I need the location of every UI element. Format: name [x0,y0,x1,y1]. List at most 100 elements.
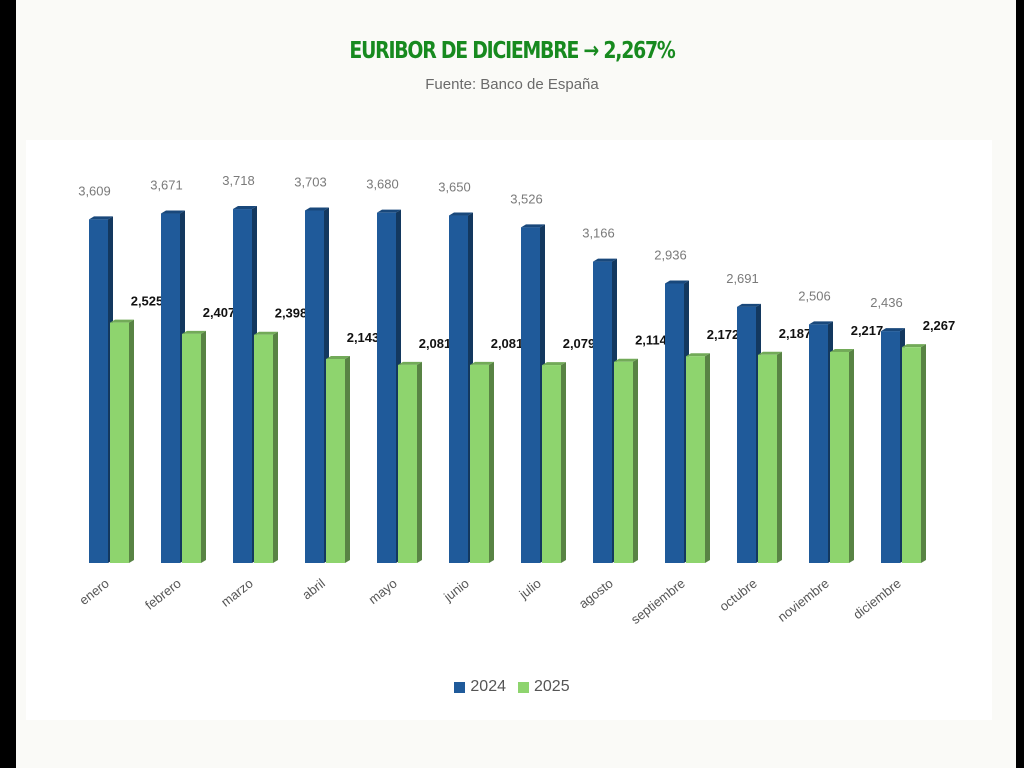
bar-2025-junio-front [470,364,489,563]
bar-2024-junio [449,212,473,563]
data-label-2025-mayo: 2,081 [419,336,452,351]
data-label-2024-mayo: 3,680 [366,177,399,192]
data-label-2024-agosto: 3,166 [582,226,615,241]
bar-2025-diciembre [902,344,926,563]
data-label-2024-abril: 3,703 [294,174,327,189]
bar-2025-junio-top [470,361,494,365]
bar-2025-febrero-front [182,333,201,563]
bar-2025-julio-top [542,362,566,366]
bar-2025-marzo [254,331,278,563]
bar-2025-julio-front [542,365,561,563]
data-label-2025-febrero: 2,407 [203,305,236,320]
data-label-2025-abril: 2,143 [347,330,380,345]
data-label-2024-julio: 3,526 [510,191,543,206]
bar-2025-septiembre-top [686,353,710,357]
bar-2024-octubre-top [737,303,761,307]
bar-2024-diciembre-top [881,328,905,332]
bar-2024-marzo-top [233,206,257,210]
data-label-2024-diciembre: 2,436 [870,295,903,310]
data-label-2025-octubre: 2,187 [779,326,812,341]
bar-2024-septiembre [665,280,689,563]
bar-2025-abril-front [326,358,345,563]
data-label-2025-diciembre: 2,267 [923,318,956,333]
data-label-2025-septiembre: 2,172 [707,327,740,342]
bar-2025-mayo [398,361,422,563]
bar-2025-enero-top [110,319,134,323]
bar-2024-febrero-top [161,210,185,214]
bar-2025-junio [470,361,494,563]
bar-2025-abril [326,355,350,563]
bar-2024-abril-front [305,210,324,563]
bar-2024-mayo-front [377,212,396,563]
category-label-febrero: febrero [142,576,184,613]
bar-2025-julio [542,362,566,563]
bar-2024-abril-top [305,207,329,211]
bar-2025-febrero-side [201,330,206,563]
bar-2025-septiembre-front [686,356,705,563]
category-label-abril: abril [299,575,328,602]
bar-2025-enero [110,319,134,563]
bar-2025-diciembre-front [902,347,921,563]
bar-2024-junio-top [449,212,473,216]
bar-2024-octubre [737,303,761,563]
bar-2025-enero-side [129,319,134,563]
bar-2025-marzo-top [254,331,278,335]
legend-label-2025: 2025 [534,678,570,695]
bar-2024-septiembre-top [665,280,689,284]
legend-item-2025: 2025 [518,678,570,696]
bar-2025-noviembre-top [830,348,854,352]
bar-2024-diciembre-front [881,331,900,563]
bar-2024-enero [89,216,113,563]
bar-2024-marzo [233,206,257,564]
data-label-2025-marzo: 2,398 [275,306,308,321]
category-label-octubre: octubre [716,576,759,615]
bar-2025-noviembre-side [849,348,854,563]
data-label-2024-junio: 3,650 [438,180,471,195]
chart-subtitle: Fuente: Banco de España [425,76,599,93]
category-label-agosto: agosto [576,576,616,612]
bar-2024-febrero [161,210,185,563]
chart-title: EURIBOR DE DICIEMBRE → 2,267% [349,38,675,64]
bar-2024-julio-top [521,224,545,228]
data-label-2025-junio: 2,081 [491,336,524,351]
bar-2024-noviembre [809,321,833,563]
data-label-2024-marzo: 3,718 [222,173,255,188]
data-label-2025-julio: 2,079 [563,336,596,351]
legend-item-2024: 2024 [454,678,506,696]
bar-2024-noviembre-top [809,321,833,325]
data-label-2025-enero: 2,525 [131,294,164,309]
bar-2025-octubre-side [777,351,782,563]
bar-2024-noviembre-front [809,324,828,563]
bar-2024-mayo [377,209,401,563]
legend-label-2024: 2024 [470,678,506,695]
data-label-2024-octubre: 2,691 [726,271,759,286]
bar-2024-diciembre [881,328,905,563]
bar-2025-febrero-top [182,330,206,334]
bar-2024-julio-front [521,227,540,563]
bar-2025-octubre [758,351,782,563]
bar-2025-febrero [182,330,206,563]
data-label-2024-noviembre: 2,506 [798,288,831,303]
bar-2024-marzo-front [233,209,252,564]
bar-2025-septiembre [686,353,710,563]
bar-2024-octubre-front [737,306,756,563]
bar-2025-septiembre-side [705,353,710,563]
bar-2024-agosto [593,258,617,563]
data-label-2025-noviembre: 2,217 [851,323,884,338]
chart-legend: 2024 2025 [0,678,1024,696]
bar-2024-septiembre-front [665,283,684,563]
bar-2025-enero-front [110,322,129,563]
bar-2024-enero-top [89,216,113,220]
bar-2024-abril [305,207,329,563]
category-label-diciembre: diciembre [850,576,904,623]
bar-2024-febrero-front [161,213,180,563]
bar-2025-agosto-front [614,361,633,563]
bar-2025-diciembre-side [921,344,926,563]
bar-2025-marzo-side [273,331,278,563]
left-frame-border [0,0,16,768]
category-label-mayo: mayo [366,576,400,607]
bar-2025-noviembre [830,348,854,563]
category-label-enero: enero [76,576,111,608]
